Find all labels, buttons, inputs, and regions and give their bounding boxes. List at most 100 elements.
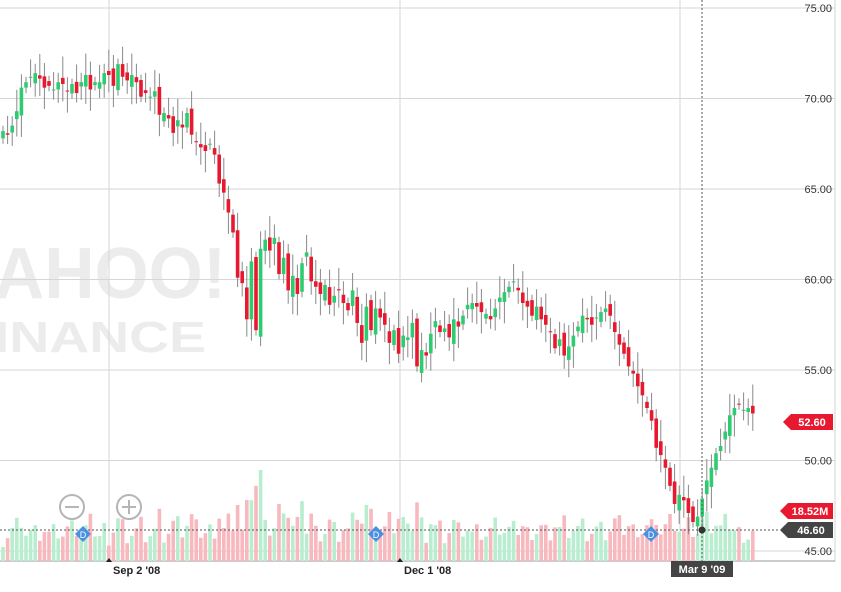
candle-body (617, 334, 622, 345)
candle-body (61, 77, 65, 85)
candle-body (507, 286, 511, 293)
candle-body (350, 290, 355, 306)
volume-bar (189, 514, 194, 561)
volume-bar (525, 527, 530, 561)
candle-body (337, 289, 341, 291)
candle-body (686, 498, 691, 513)
y-tick-label: 45.00 (804, 546, 832, 558)
volume-bar (608, 531, 612, 561)
candle-body (291, 275, 295, 297)
dividend-label: D (373, 530, 380, 540)
volume-bar (360, 523, 364, 561)
candle-body (475, 303, 479, 307)
zoom-in-button[interactable] (116, 494, 142, 520)
candle-body (268, 237, 272, 251)
volume-bar (751, 530, 755, 561)
candle-body (557, 339, 562, 347)
volume-bar (222, 528, 226, 561)
volume-bar (97, 536, 102, 561)
minus-circle-icon[interactable] (59, 494, 85, 520)
candle-body (732, 408, 737, 416)
volume-bar (562, 515, 566, 561)
volume-bar (355, 519, 359, 561)
candle-body (452, 319, 456, 344)
candle-body (599, 312, 603, 322)
candle-body (134, 77, 139, 83)
candle-body (208, 143, 212, 145)
volume-tag-bg (780, 503, 833, 519)
candle-body (88, 74, 93, 90)
dividend-diamond[interactable] (75, 526, 91, 542)
volume-bar (700, 518, 704, 561)
candle-body (622, 342, 626, 354)
candle-body (323, 284, 327, 301)
dividend-diamond[interactable] (643, 526, 659, 542)
candlestick-series (1, 46, 755, 536)
candle-body (143, 90, 148, 94)
candle-body (332, 295, 336, 303)
volume-bar (208, 524, 212, 561)
volume-bar (249, 500, 254, 561)
volume-bar (714, 525, 718, 561)
candle-body (465, 304, 470, 310)
dividend-label: D (648, 530, 655, 540)
candle-body (111, 68, 116, 86)
volume-bar (410, 530, 415, 561)
volume-bar (585, 541, 589, 561)
candle-body (309, 256, 313, 282)
candle-body (254, 257, 258, 331)
candle-body (148, 96, 152, 98)
candle-body (590, 317, 594, 325)
candle-body (410, 322, 415, 338)
candle-body (672, 481, 677, 504)
candle-body (102, 73, 106, 85)
dividend-diamond[interactable] (368, 526, 384, 542)
volume-bar (732, 530, 737, 561)
volume-bar (553, 527, 557, 561)
volume-bar (295, 517, 300, 561)
plus-circle-icon[interactable] (116, 494, 142, 520)
candle-body (461, 315, 465, 325)
volume-bar (15, 517, 19, 561)
volume-bar (401, 517, 405, 561)
candle-body (663, 459, 668, 468)
candle-body (116, 64, 120, 91)
volume-bar (590, 533, 594, 561)
volume-bar (33, 525, 37, 561)
candle-body (668, 467, 672, 486)
candle-body (355, 296, 359, 323)
volume-bar (61, 536, 65, 561)
volume-bar (498, 534, 502, 561)
volume-value: 18.52M (792, 506, 829, 518)
zoom-out-button[interactable] (59, 494, 85, 520)
volume-bar (56, 538, 60, 561)
volume-bar (617, 515, 622, 561)
volume-bar (640, 534, 645, 561)
volume-bar (176, 516, 180, 561)
volume-bar (622, 535, 626, 561)
candle-body (406, 337, 410, 340)
dividend-diamond-icon[interactable]: D (75, 526, 91, 542)
volume-bar (240, 529, 244, 561)
candle-body (295, 278, 300, 294)
volume-bar (438, 520, 442, 561)
dividend-diamond-icon[interactable]: D (643, 526, 659, 542)
volume-bar (10, 528, 14, 561)
dividend-diamond-icon[interactable]: D (368, 526, 384, 542)
candle-body (327, 287, 332, 305)
volume-bar (373, 527, 378, 561)
candle-body (447, 324, 451, 338)
candle-body (636, 373, 640, 387)
volume-bar (166, 533, 171, 561)
volume-bar (102, 523, 106, 561)
candle-body (401, 335, 405, 348)
candle-body (272, 237, 277, 245)
volume-bar (185, 525, 189, 561)
volume-bar (74, 536, 79, 561)
candle-body (709, 467, 714, 487)
candle-body (484, 313, 488, 319)
candle-body (456, 321, 461, 327)
candle-body (654, 418, 658, 448)
